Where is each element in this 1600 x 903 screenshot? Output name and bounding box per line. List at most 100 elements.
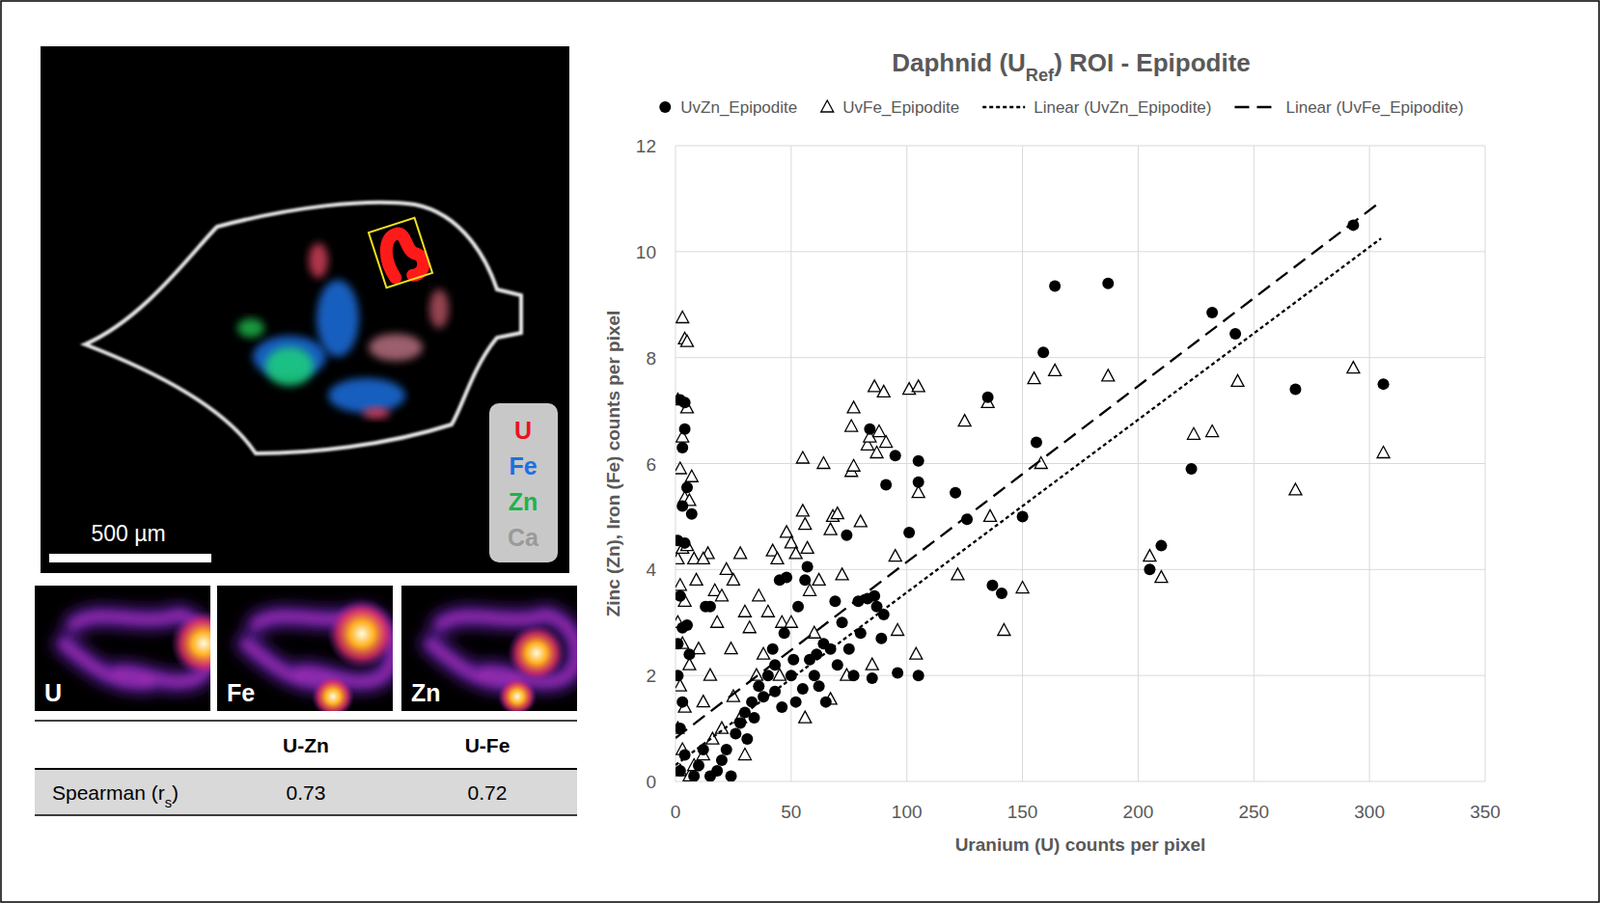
tick-label: 100 bbox=[891, 801, 923, 823]
point bbox=[1155, 571, 1168, 583]
point bbox=[845, 419, 858, 432]
point bbox=[888, 550, 902, 562]
uranium-signal bbox=[380, 228, 427, 282]
map-label: Fe bbox=[226, 679, 255, 707]
point bbox=[813, 680, 826, 692]
scale-bar bbox=[49, 553, 212, 563]
element-map: U bbox=[34, 585, 237, 712]
point bbox=[831, 659, 844, 671]
tick-label: 4 bbox=[645, 559, 657, 580]
point bbox=[912, 476, 925, 489]
roi-box bbox=[368, 218, 433, 289]
point bbox=[716, 754, 728, 767]
point bbox=[1206, 425, 1219, 438]
point bbox=[686, 508, 698, 521]
point bbox=[775, 701, 788, 714]
cell: 0.73 bbox=[286, 781, 327, 804]
point bbox=[911, 380, 925, 392]
point bbox=[1206, 306, 1218, 319]
point bbox=[865, 658, 879, 670]
point bbox=[800, 541, 814, 553]
point bbox=[679, 537, 691, 550]
point bbox=[796, 451, 809, 464]
point bbox=[796, 504, 809, 517]
point bbox=[875, 633, 887, 645]
trend-line bbox=[675, 238, 1381, 766]
point bbox=[868, 590, 881, 603]
legend-symbol bbox=[1234, 106, 1277, 109]
point bbox=[1030, 437, 1043, 449]
element-signal bbox=[429, 289, 449, 329]
point bbox=[767, 643, 779, 656]
table-rule bbox=[34, 719, 578, 722]
point bbox=[743, 621, 756, 634]
point bbox=[997, 623, 1011, 635]
point bbox=[1186, 427, 1200, 440]
legend-item: Linear (UvFe_Epipodite) bbox=[1234, 98, 1463, 117]
tick-label: 350 bbox=[1469, 801, 1501, 823]
text-part: ) ROI - Epipodite bbox=[1053, 48, 1251, 78]
legend-label: UvZn_Epipodite bbox=[680, 98, 798, 117]
legend-symbol bbox=[659, 101, 671, 113]
scale-label: 500 µm bbox=[90, 521, 166, 547]
point bbox=[984, 509, 997, 522]
point bbox=[681, 619, 693, 632]
point bbox=[704, 771, 717, 782]
point bbox=[726, 573, 740, 585]
point bbox=[1143, 563, 1156, 576]
point bbox=[725, 771, 738, 782]
point bbox=[1289, 384, 1301, 396]
point bbox=[910, 647, 923, 660]
color-legend-label: Fe bbox=[508, 452, 537, 480]
map-background bbox=[401, 585, 578, 712]
point bbox=[741, 733, 753, 745]
tick-label: 8 bbox=[645, 348, 657, 369]
point bbox=[803, 654, 816, 666]
tick-label: 10 bbox=[635, 242, 657, 263]
roi bbox=[368, 218, 433, 289]
tick-label: 250 bbox=[1238, 801, 1269, 823]
point bbox=[771, 551, 784, 564]
table-rule bbox=[34, 768, 578, 771]
point bbox=[790, 696, 802, 709]
point bbox=[738, 748, 751, 761]
point bbox=[699, 601, 712, 613]
point bbox=[854, 515, 867, 527]
point bbox=[958, 414, 971, 427]
color-legend-label: U bbox=[514, 416, 532, 444]
point bbox=[675, 551, 685, 564]
point bbox=[1016, 581, 1029, 594]
legend: UvZn_EpipoditeUvFe_EpipoditeLinear (UvZn… bbox=[659, 98, 1463, 117]
table: U-ZnU-FeSpearman (rs)0.730.72 bbox=[34, 720, 578, 816]
point bbox=[675, 764, 687, 776]
point bbox=[912, 669, 925, 682]
point bbox=[676, 441, 689, 454]
point bbox=[891, 666, 904, 679]
point bbox=[951, 568, 965, 580]
point bbox=[799, 574, 811, 586]
point bbox=[719, 562, 733, 575]
point bbox=[679, 423, 691, 436]
legend-item: UvFe_Epipodite bbox=[821, 98, 960, 117]
point bbox=[734, 547, 747, 559]
chart-title: Daphnid (URef) ROI - Epipodite bbox=[891, 48, 1251, 85]
point bbox=[787, 654, 800, 666]
map-hotspot bbox=[327, 599, 393, 669]
point bbox=[891, 623, 905, 635]
point bbox=[830, 507, 844, 520]
point bbox=[1347, 361, 1360, 374]
point bbox=[688, 771, 700, 782]
point bbox=[676, 696, 689, 709]
point bbox=[840, 529, 853, 542]
element-map: Zn bbox=[401, 585, 578, 717]
point bbox=[848, 669, 860, 682]
color-legend-label: Ca bbox=[507, 524, 540, 552]
tick-label: 12 bbox=[635, 136, 657, 157]
plot-area bbox=[675, 201, 1390, 782]
text-part: Spearman (r bbox=[52, 781, 166, 804]
point bbox=[1289, 483, 1302, 496]
tick-label: 2 bbox=[645, 665, 657, 687]
background bbox=[0, 0, 1600, 903]
point bbox=[780, 572, 793, 584]
point bbox=[1037, 346, 1049, 359]
